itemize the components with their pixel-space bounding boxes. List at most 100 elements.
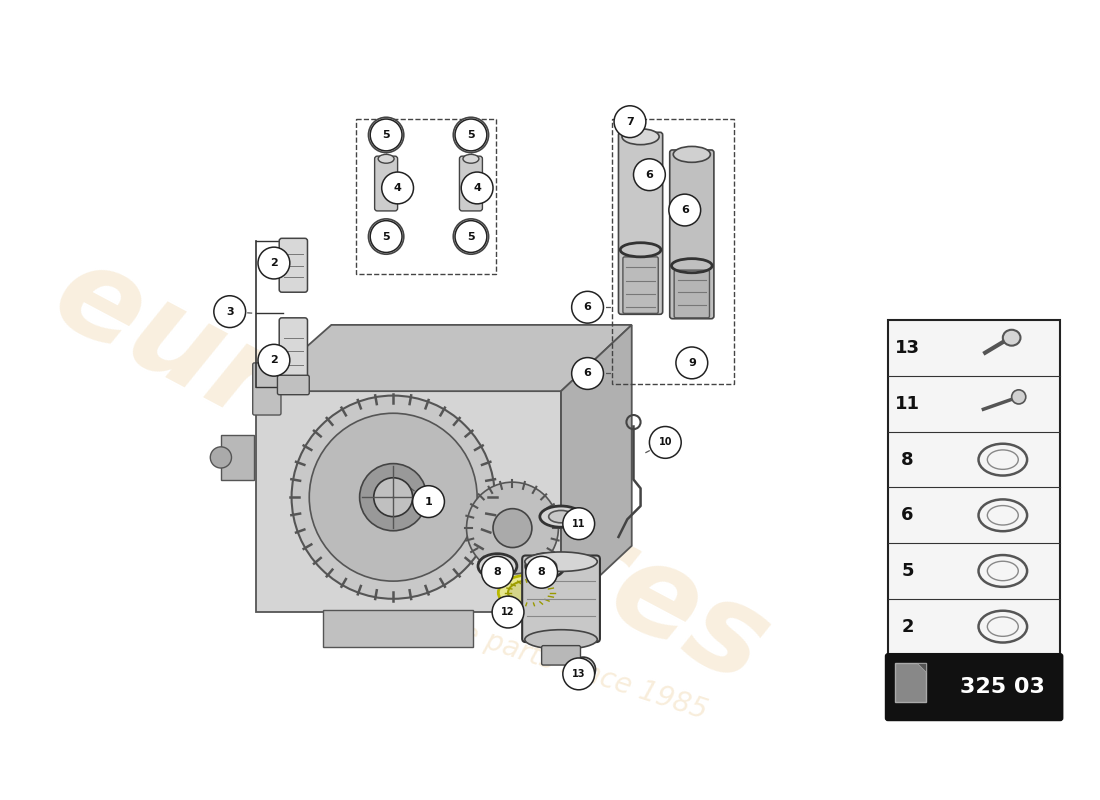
Ellipse shape <box>525 630 597 649</box>
Circle shape <box>374 478 412 517</box>
Circle shape <box>453 219 488 254</box>
Text: 6: 6 <box>901 506 914 524</box>
Text: 2: 2 <box>901 618 914 636</box>
Circle shape <box>379 230 393 244</box>
Text: 5: 5 <box>383 231 389 242</box>
Text: a passionate parts since 1985: a passionate parts since 1985 <box>305 570 711 726</box>
Text: eurospares: eurospares <box>34 232 788 710</box>
Circle shape <box>563 508 595 539</box>
Circle shape <box>614 106 646 138</box>
Circle shape <box>563 658 595 690</box>
Ellipse shape <box>549 510 573 523</box>
Polygon shape <box>221 435 254 479</box>
Circle shape <box>675 347 707 378</box>
Circle shape <box>368 219 404 254</box>
Circle shape <box>571 657 595 682</box>
Circle shape <box>213 296 245 327</box>
Circle shape <box>453 118 488 153</box>
Ellipse shape <box>463 154 478 163</box>
Circle shape <box>572 358 604 390</box>
Text: 1: 1 <box>425 497 432 506</box>
FancyBboxPatch shape <box>895 663 926 702</box>
Circle shape <box>292 395 495 598</box>
Circle shape <box>382 172 414 204</box>
Text: 5: 5 <box>901 562 914 580</box>
FancyBboxPatch shape <box>277 375 309 394</box>
Circle shape <box>482 556 514 588</box>
Circle shape <box>371 221 402 253</box>
FancyBboxPatch shape <box>670 150 714 318</box>
Circle shape <box>572 291 604 323</box>
Circle shape <box>526 556 558 588</box>
Text: 12: 12 <box>502 607 515 617</box>
Text: 5: 5 <box>383 130 389 140</box>
Circle shape <box>371 119 402 151</box>
Text: 8: 8 <box>538 567 546 578</box>
Circle shape <box>455 221 487 253</box>
Text: 3: 3 <box>226 306 233 317</box>
FancyBboxPatch shape <box>279 318 308 394</box>
Circle shape <box>669 194 701 226</box>
FancyBboxPatch shape <box>279 238 308 292</box>
Text: 5: 5 <box>468 130 475 140</box>
Polygon shape <box>917 663 926 672</box>
Circle shape <box>464 230 478 244</box>
Text: 4: 4 <box>394 183 402 193</box>
Ellipse shape <box>498 575 562 610</box>
Text: 2: 2 <box>270 355 278 366</box>
Circle shape <box>412 486 444 518</box>
Polygon shape <box>322 610 473 647</box>
Text: 9: 9 <box>688 358 696 368</box>
Ellipse shape <box>534 559 557 573</box>
Circle shape <box>578 664 588 674</box>
Text: 2: 2 <box>270 258 278 268</box>
Circle shape <box>210 447 231 468</box>
Circle shape <box>258 344 289 376</box>
Ellipse shape <box>378 154 394 163</box>
Circle shape <box>492 596 524 628</box>
Text: 6: 6 <box>681 205 689 215</box>
Circle shape <box>649 426 681 458</box>
Circle shape <box>1012 390 1026 404</box>
Polygon shape <box>256 391 561 612</box>
Circle shape <box>466 482 559 574</box>
FancyBboxPatch shape <box>623 257 658 314</box>
Ellipse shape <box>621 129 659 145</box>
Ellipse shape <box>478 554 517 578</box>
FancyBboxPatch shape <box>460 156 483 211</box>
Text: 5: 5 <box>468 231 475 242</box>
FancyBboxPatch shape <box>888 321 1060 654</box>
FancyBboxPatch shape <box>541 646 581 665</box>
Text: 6: 6 <box>584 369 592 378</box>
Text: 13: 13 <box>572 669 585 679</box>
Text: 8: 8 <box>494 567 502 578</box>
Circle shape <box>493 509 532 547</box>
Ellipse shape <box>673 146 711 162</box>
Text: 6: 6 <box>584 302 592 312</box>
Ellipse shape <box>486 559 509 573</box>
Circle shape <box>464 128 478 142</box>
Text: 10: 10 <box>659 438 672 447</box>
Text: 8: 8 <box>901 450 914 469</box>
Ellipse shape <box>1003 330 1021 346</box>
Text: 11: 11 <box>572 518 585 529</box>
Ellipse shape <box>508 580 552 605</box>
Polygon shape <box>561 325 631 612</box>
Circle shape <box>368 118 404 153</box>
FancyBboxPatch shape <box>522 555 600 642</box>
Text: 11: 11 <box>895 395 920 413</box>
Ellipse shape <box>525 552 597 571</box>
Text: 13: 13 <box>895 339 920 358</box>
FancyBboxPatch shape <box>253 363 280 415</box>
FancyBboxPatch shape <box>375 156 397 211</box>
FancyBboxPatch shape <box>618 132 662 314</box>
Text: 4: 4 <box>473 183 481 193</box>
FancyBboxPatch shape <box>887 654 1062 720</box>
Circle shape <box>455 119 487 151</box>
Text: 325 03: 325 03 <box>960 677 1045 697</box>
Circle shape <box>379 128 393 142</box>
Circle shape <box>258 247 289 279</box>
Circle shape <box>309 414 477 581</box>
Circle shape <box>461 172 493 204</box>
Ellipse shape <box>540 506 582 527</box>
